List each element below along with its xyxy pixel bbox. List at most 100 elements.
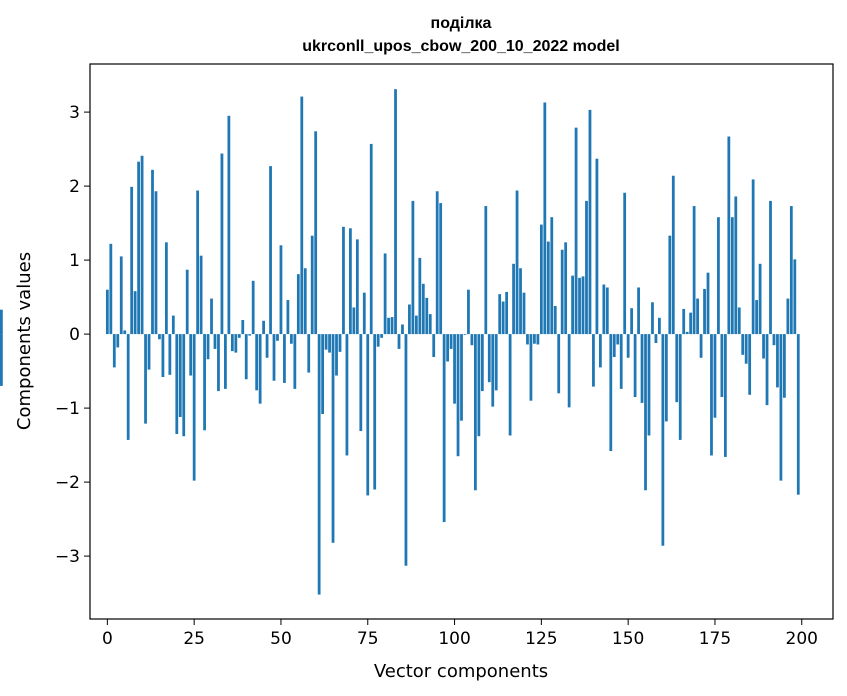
bar-193 [776, 334, 779, 388]
bar-63 [324, 334, 328, 350]
bar-39 [241, 320, 245, 335]
bar-6 [126, 334, 130, 440]
x-tick-label: 75 [357, 629, 379, 649]
bar-166 [682, 308, 686, 335]
bar-27 [199, 255, 203, 335]
bar-134 [571, 275, 574, 335]
x-tick-label: 0 [102, 629, 113, 649]
bar-16 [161, 334, 165, 378]
bar-50 [279, 245, 283, 335]
x-tick-label: 25 [183, 629, 205, 649]
bar-90 [418, 257, 422, 335]
bar-141 [595, 158, 599, 335]
bar-51 [283, 334, 286, 383]
bar-135 [574, 127, 578, 335]
bar-9 [137, 161, 140, 335]
chart-subtitle: ukrconll_upos_cbow_200_10_2022 model [302, 38, 619, 55]
bar-26 [196, 190, 200, 335]
bar-55 [296, 274, 300, 335]
bar-94 [432, 334, 436, 358]
bar-156 [647, 334, 651, 436]
bar-146 [612, 334, 616, 358]
bar-117 [512, 263, 515, 335]
bar-17 [164, 242, 168, 335]
bar-undefined [0, 309, 3, 335]
bar-77 [373, 334, 377, 490]
bar-175 [713, 334, 717, 418]
bar-103 [463, 334, 467, 335]
bar-132 [564, 242, 568, 335]
bar-191 [769, 200, 772, 335]
bar-62 [321, 334, 325, 415]
y-axis-label: Components values [14, 252, 35, 430]
bar-52 [286, 300, 290, 335]
bar-15 [158, 334, 161, 340]
bar-97 [442, 334, 446, 523]
bar-147 [616, 334, 620, 345]
bar-161 [664, 334, 668, 422]
bar-174 [710, 334, 713, 456]
bar-59 [310, 235, 314, 335]
bar-38 [237, 334, 241, 338]
bar-20 [175, 334, 179, 434]
bar-177 [720, 334, 724, 397]
bar-53 [289, 334, 293, 344]
bar-2 [112, 334, 116, 368]
bar-158 [654, 334, 658, 343]
bar-4 [119, 256, 123, 335]
y-tick-label: 1 [69, 251, 80, 271]
bar-195 [783, 334, 786, 398]
bar-138 [585, 200, 588, 335]
bar-185 [748, 334, 752, 395]
bar-150 [626, 334, 630, 358]
bar-91 [421, 283, 425, 335]
bar-93 [428, 314, 432, 335]
bar-88 [411, 200, 415, 335]
y-tick-label: 2 [69, 177, 80, 197]
bar-57 [303, 268, 307, 335]
bar-183 [741, 334, 745, 355]
bar-164 [675, 334, 679, 403]
bar-19 [171, 315, 175, 335]
bar-110 [487, 334, 491, 383]
bar-186 [751, 179, 755, 335]
bar-undefined [0, 334, 3, 386]
bar-167 [685, 331, 689, 335]
bar-45 [262, 320, 265, 335]
bar-120 [522, 292, 526, 335]
bar-122 [529, 334, 533, 401]
bar-129 [553, 305, 557, 335]
bar-102 [460, 334, 463, 421]
bar-73 [359, 334, 363, 432]
x-tick-label: 150 [612, 629, 644, 649]
bar-61 [317, 334, 321, 595]
bar-22 [182, 334, 186, 437]
bar-165 [678, 334, 682, 440]
bar-71 [352, 307, 356, 335]
x-tick-label: 200 [786, 629, 818, 649]
bar-116 [508, 334, 512, 436]
bar-198 [793, 259, 797, 335]
bar-160 [661, 334, 665, 546]
bar-49 [276, 334, 279, 341]
bar-31 [213, 334, 217, 349]
x-tick-label: 50 [270, 629, 292, 649]
bar-112 [494, 334, 498, 391]
bar-178 [723, 334, 727, 457]
bar-124 [536, 334, 540, 345]
bar-60 [314, 131, 318, 335]
bar-68 [342, 226, 345, 335]
bar-10 [140, 155, 144, 335]
bar-96 [439, 203, 443, 335]
y-tick-label: 3 [69, 103, 80, 123]
bar-78 [376, 334, 380, 347]
bar-136 [578, 277, 581, 335]
bar-189 [762, 334, 765, 359]
bar-3 [116, 334, 120, 348]
bar-92 [425, 297, 429, 335]
bar-56 [300, 96, 304, 335]
bar-187 [755, 300, 759, 335]
bar-144 [605, 287, 609, 335]
bar-24 [189, 334, 193, 376]
plot-frame [89, 63, 834, 620]
